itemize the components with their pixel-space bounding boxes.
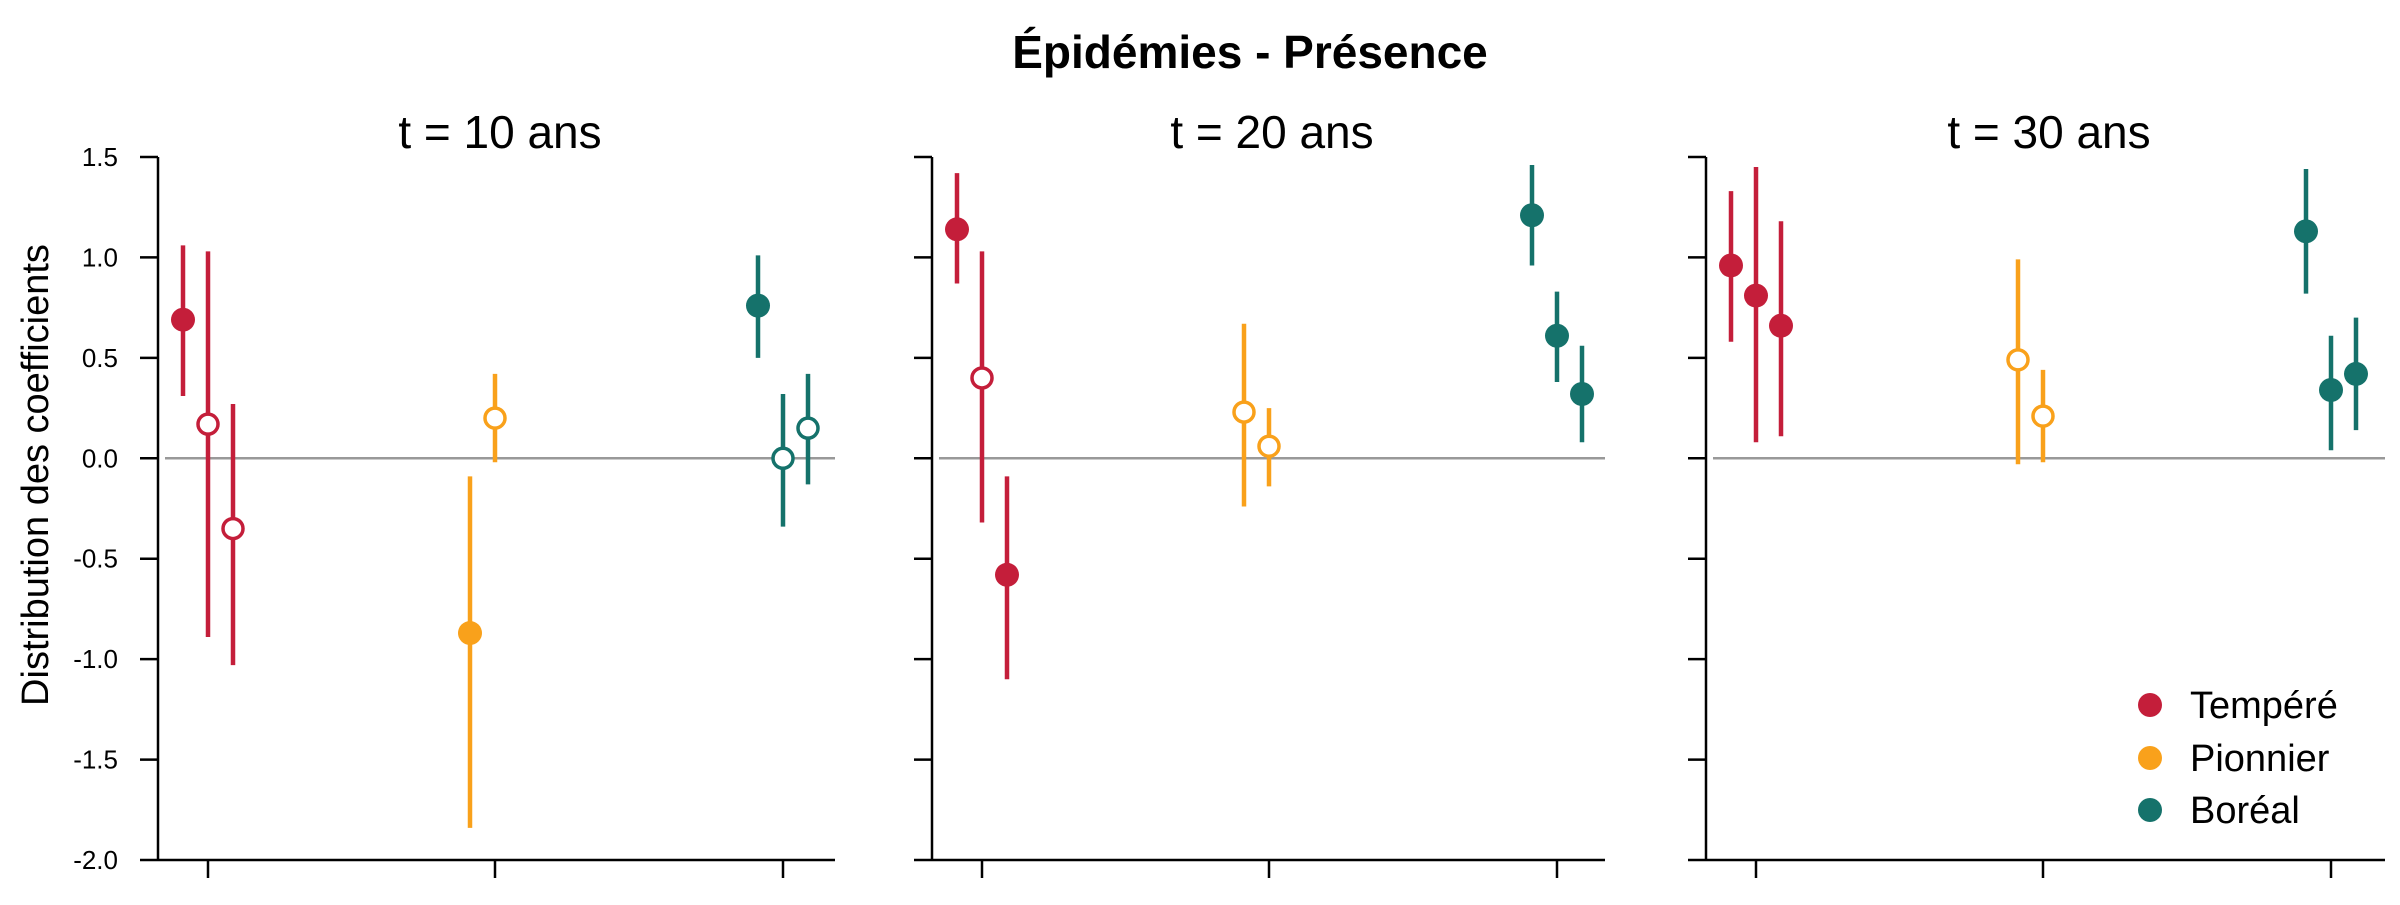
data-point bbox=[1769, 221, 1793, 437]
data-point bbox=[2006, 259, 2030, 465]
point-marker bbox=[746, 293, 770, 318]
data-point bbox=[945, 173, 969, 284]
point-marker bbox=[2031, 404, 2055, 428]
data-point bbox=[2344, 317, 2368, 431]
legend-label: Boréal bbox=[2190, 790, 2300, 832]
y-tick-label: -2.0 bbox=[73, 845, 118, 875]
y-tick-label: -0.5 bbox=[73, 544, 118, 574]
data-point bbox=[458, 476, 482, 828]
panel-title: t = 20 ans bbox=[1170, 106, 1373, 158]
legend-swatch bbox=[2138, 798, 2162, 822]
y-tick-label: 1.0 bbox=[82, 242, 118, 272]
data-point bbox=[1744, 167, 1768, 443]
point-marker bbox=[1545, 323, 1569, 348]
point-marker bbox=[221, 516, 245, 541]
data-point bbox=[196, 251, 220, 638]
legend-item: Boréal bbox=[2138, 790, 2300, 832]
point-marker bbox=[1769, 313, 1793, 338]
data-point bbox=[995, 476, 1019, 680]
y-tick-label: 1.5 bbox=[82, 142, 118, 172]
data-point bbox=[1570, 345, 1594, 443]
panel-title: t = 10 ans bbox=[398, 106, 601, 158]
point-marker bbox=[2294, 219, 2318, 244]
legend-label: Tempéré bbox=[2190, 685, 2338, 727]
data-point bbox=[1520, 165, 1544, 266]
data-point bbox=[970, 251, 994, 523]
point-marker bbox=[1257, 434, 1281, 458]
chart-legend: Tempéré Pionnier Boréal bbox=[2138, 685, 2338, 832]
point-marker bbox=[796, 416, 820, 440]
data-point bbox=[771, 394, 795, 527]
data-point bbox=[483, 373, 507, 463]
data-point bbox=[171, 245, 195, 397]
chart-title: Épidémies - Présence bbox=[1012, 26, 1488, 78]
data-point bbox=[746, 255, 770, 358]
point-marker bbox=[1570, 382, 1594, 407]
data-point bbox=[1545, 291, 1569, 382]
panel-1: t = 10 ans 1.5 1.0 0.5 0.0 -0.5 -1.0 -1.5 -2.0 bbox=[73, 106, 835, 878]
legend-item: Pionnier bbox=[2138, 738, 2330, 780]
y-tick-label: 0.5 bbox=[82, 343, 118, 373]
data-point bbox=[2319, 335, 2343, 451]
panel-3: t = 30 ans bbox=[1688, 106, 2385, 878]
point-marker bbox=[995, 562, 1019, 587]
point-marker bbox=[1520, 203, 1544, 228]
point-marker bbox=[945, 217, 969, 242]
point-marker bbox=[458, 621, 482, 646]
point-marker bbox=[2319, 377, 2343, 402]
legend-item: Tempéré bbox=[2138, 685, 2338, 727]
data-point bbox=[796, 373, 820, 485]
point-marker bbox=[171, 307, 195, 332]
y-axis-label: Distribution des coefficients bbox=[15, 244, 57, 706]
y-tick-label: 0.0 bbox=[82, 443, 118, 473]
data-point bbox=[1232, 323, 1256, 507]
point-marker bbox=[483, 406, 507, 430]
data-point bbox=[2031, 369, 2055, 463]
y-tick-label: -1.5 bbox=[73, 745, 118, 775]
legend-swatch bbox=[2138, 693, 2162, 717]
point-marker bbox=[1232, 400, 1256, 424]
data-point bbox=[2294, 169, 2318, 294]
panel-2: t = 20 ans bbox=[914, 106, 1605, 878]
point-marker bbox=[196, 412, 220, 436]
legend-swatch bbox=[2138, 746, 2162, 770]
point-marker bbox=[2006, 348, 2030, 372]
point-marker bbox=[771, 446, 795, 471]
point-marker bbox=[1719, 253, 1743, 278]
legend-label: Pionnier bbox=[2190, 738, 2330, 780]
data-point bbox=[1719, 191, 1743, 342]
y-tick-label: -1.0 bbox=[73, 644, 118, 674]
panel-title: t = 30 ans bbox=[1947, 106, 2150, 158]
point-marker bbox=[2344, 361, 2368, 386]
point-marker bbox=[970, 366, 994, 390]
point-marker bbox=[1744, 283, 1768, 308]
data-point bbox=[1257, 408, 1281, 487]
chart-panels: t = 10 ans1.51.00.50.0-0.5-1.0-1.5-2.0t … bbox=[73, 106, 2385, 878]
data-point bbox=[221, 404, 245, 666]
